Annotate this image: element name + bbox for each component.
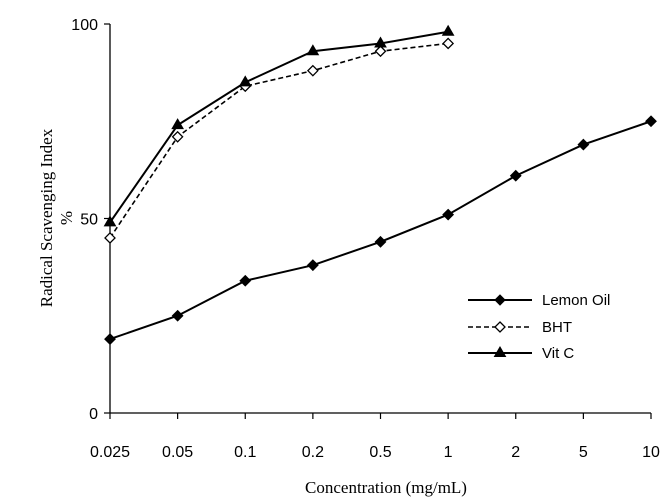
data-point-lemon-oil bbox=[442, 208, 455, 221]
legend-label: Lemon Oil bbox=[542, 292, 610, 309]
data-point-vit-c bbox=[238, 75, 252, 87]
x-ticks: 0.025 0.05 0.1 0.2 0.5 1 2 5 10 bbox=[90, 413, 660, 461]
legend-item-vit-c: Vit C bbox=[468, 345, 574, 362]
data-point-vit-c bbox=[306, 44, 320, 56]
legend: Lemon Oil BHT Vit C bbox=[468, 292, 610, 362]
x-tick-label: 5 bbox=[579, 444, 588, 461]
data-point-lemon-oil bbox=[509, 169, 522, 182]
data-point-bht bbox=[104, 232, 116, 244]
data-point-lemon-oil bbox=[306, 259, 319, 272]
data-point-vit-c bbox=[441, 24, 455, 36]
series-layer bbox=[103, 24, 657, 346]
x-tick-label: 0.025 bbox=[90, 444, 130, 461]
data-point-lemon-oil bbox=[104, 333, 116, 346]
legend-marker-filled-diamond bbox=[494, 294, 506, 306]
legend-item-bht: BHT bbox=[468, 319, 572, 336]
x-tick-label: 0.5 bbox=[369, 444, 391, 461]
data-point-bht bbox=[306, 64, 319, 77]
data-point-vit-c bbox=[374, 36, 387, 48]
x-tick-label: 1 bbox=[444, 444, 453, 461]
series-line-vit-c bbox=[109, 30, 449, 223]
x-tick-label: 2 bbox=[511, 444, 520, 461]
series-line-bht bbox=[109, 42, 449, 239]
x-axis-title: Concentration (mg/mL) bbox=[305, 478, 467, 497]
y-axis-title-line1: Radical Scavenging Index bbox=[37, 128, 56, 307]
x-tick-label: 0.1 bbox=[234, 444, 256, 461]
y-tick-label: 0 bbox=[89, 406, 98, 423]
data-point-lemon-oil bbox=[577, 138, 590, 151]
data-point-vit-c bbox=[171, 118, 184, 130]
data-point-lemon-oil bbox=[645, 115, 657, 128]
y-ticks: 0 50 100 bbox=[71, 17, 110, 423]
y-axis-title-line2: % bbox=[57, 211, 76, 225]
x-tick-label: 0.05 bbox=[162, 444, 193, 461]
data-point-lemon-oil bbox=[239, 274, 252, 287]
legend-marker-filled-triangle bbox=[493, 346, 507, 357]
data-point-lemon-oil bbox=[171, 309, 184, 322]
data-point-vit-c bbox=[103, 215, 117, 227]
x-tick-label: 10 bbox=[642, 444, 660, 461]
legend-item-lemon-oil: Lemon Oil bbox=[468, 292, 610, 309]
data-point-bht bbox=[442, 37, 455, 50]
x-tick-label: 0.2 bbox=[302, 444, 324, 461]
legend-marker-open-diamond bbox=[494, 321, 506, 333]
legend-label: BHT bbox=[542, 319, 572, 336]
data-point-bht bbox=[374, 45, 387, 58]
y-tick-label: 100 bbox=[71, 17, 98, 34]
data-point-lemon-oil bbox=[374, 235, 387, 248]
data-point-bht bbox=[171, 130, 184, 143]
y-tick-label: 50 bbox=[80, 212, 98, 229]
legend-label: Vit C bbox=[542, 345, 574, 362]
